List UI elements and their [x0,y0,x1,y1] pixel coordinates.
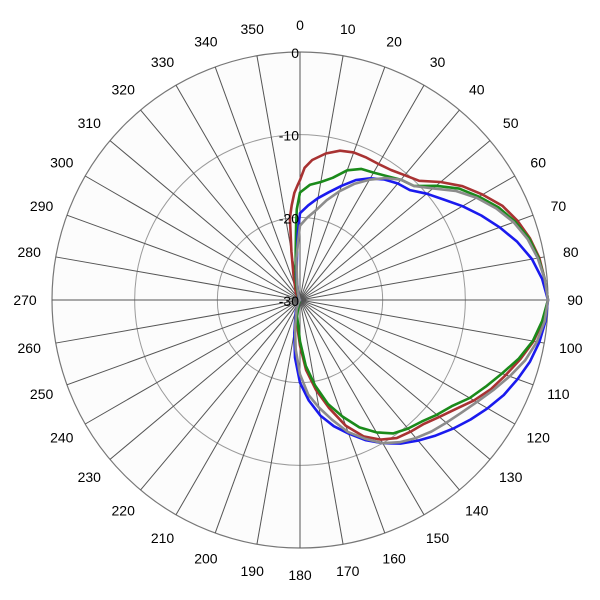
label-layer: 0 10 20 30 40 50 60 70 80 90 100 110 120 130 140 150 160… [13,17,583,583]
angle-tick-label: 210 [151,530,175,546]
angular-spoke [55,256,301,301]
radial-tick-label: -30 [279,293,299,309]
angle-tick-label: 280 [18,244,42,260]
angle-tick-label: 160 [382,550,406,566]
radial-tick-label: 0 [291,45,299,61]
angular-spoke [140,109,301,301]
angular-spoke [299,84,425,301]
angle-tick-label: 130 [499,469,523,485]
angular-spoke [299,299,460,491]
angle-tick-label: 20 [386,34,402,50]
angular-spoke [299,66,386,301]
angular-spoke [109,299,301,460]
angular-spoke [299,299,545,344]
angle-tick-label: 40 [469,81,485,97]
radial-tick-label: -10 [279,128,299,144]
angle-tick-label: 200 [194,550,218,566]
angular-spoke [299,299,516,425]
angle-tick-label: 30 [430,54,446,70]
angle-tick-label: 190 [241,563,265,579]
angular-spoke [299,256,545,301]
angular-spoke [299,299,491,460]
angle-tick-label: 230 [78,469,102,485]
angular-spoke [214,299,301,534]
angle-tick-label: 330 [151,54,175,70]
angle-tick-label: 120 [527,430,551,446]
angle-tick-label: 350 [241,21,265,37]
angle-tick-label: 70 [551,198,567,214]
angle-tick-label: 290 [30,198,54,214]
angle-tick-label: 270 [13,292,37,308]
angular-spoke [299,299,425,516]
angle-tick-label: 240 [50,430,74,446]
angle-tick-label: 150 [426,530,450,546]
angular-spoke [256,299,301,545]
angle-tick-label: 0 [296,17,304,33]
series-line [293,176,550,445]
angular-spoke [299,299,344,545]
angle-tick-label: 90 [567,292,583,308]
angle-tick-label: 300 [50,155,74,171]
angular-spoke [299,109,460,301]
angular-spoke [66,214,301,301]
angular-spoke [299,140,491,301]
angle-tick-label: 10 [340,21,356,37]
angle-tick-label: 170 [336,563,360,579]
angle-tick-label: 140 [465,503,489,519]
angle-tick-label: 80 [563,244,579,260]
angle-tick-label: 340 [194,34,218,50]
series-layer [288,149,550,445]
angular-spoke [299,299,534,386]
angle-tick-label: 100 [559,340,583,356]
angle-tick-label: 220 [112,503,136,519]
angular-spoke [109,140,301,301]
angular-spoke [84,175,301,301]
angle-tick-label: 60 [530,155,546,171]
angle-tick-label: 50 [503,115,519,131]
angular-spoke [175,84,301,301]
angular-spoke [299,55,344,301]
angular-spoke [140,299,301,491]
angular-spoke [299,214,534,301]
angular-spoke [84,299,301,425]
angular-spoke [214,66,301,301]
angular-spoke [55,299,301,344]
angle-tick-label: 260 [18,340,42,356]
angular-spoke [66,299,301,386]
angle-tick-label: 250 [30,386,54,402]
angle-tick-label: 320 [112,81,136,97]
radial-tick-label: -20 [279,210,299,226]
angle-tick-label: 180 [288,567,312,583]
angle-tick-label: 310 [78,115,102,131]
angle-tick-label: 110 [547,386,570,402]
angular-spoke [175,299,301,516]
